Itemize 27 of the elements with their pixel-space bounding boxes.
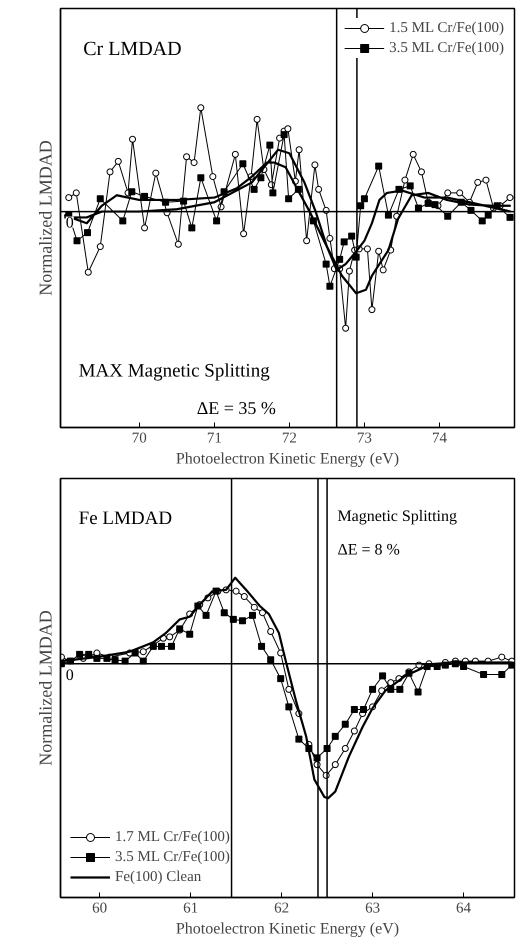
x-tick-label: 60 bbox=[92, 900, 108, 916]
annotation: 0 bbox=[66, 214, 74, 232]
y-axis-title: Normalized LMDAD bbox=[36, 610, 56, 766]
y-axis-title: Normalized LMDAD bbox=[36, 140, 56, 296]
x-tick-label: 73 bbox=[356, 430, 372, 446]
legend-label: Fe(100) Clean bbox=[115, 868, 202, 886]
x-tick-label: 72 bbox=[282, 430, 297, 446]
text: Cr LMDAD bbox=[83, 38, 182, 60]
annotation: 0 bbox=[66, 666, 74, 684]
x-tick-label: 71 bbox=[206, 430, 222, 446]
x-tick-label: 64 bbox=[456, 900, 472, 916]
text: Fe LMDAD bbox=[78, 508, 172, 529]
x-tick-label: 62 bbox=[274, 900, 290, 916]
x-tick-label: 70 bbox=[132, 430, 147, 446]
x-tick-label: 74 bbox=[432, 430, 448, 446]
legend-label: 3.5 ML Cr/Fe(100) bbox=[389, 40, 504, 56]
x-axis-title: Photoelectron Kinetic Energy (eV) bbox=[176, 920, 400, 938]
text: ΔE = 35 % bbox=[196, 398, 276, 418]
x-tick-label: 63 bbox=[365, 900, 380, 916]
legend-label: 1.7 ML Cr/Fe(100) bbox=[115, 828, 230, 846]
text: ΔE = 8 % bbox=[337, 541, 400, 558]
text: Magnetic Splitting bbox=[337, 508, 457, 525]
x-tick-label: 61 bbox=[183, 900, 198, 916]
legend-label: 1.5 ML Cr/Fe(100) bbox=[389, 20, 504, 36]
legend-label: 3.5 ML Cr/Fe(100) bbox=[115, 848, 230, 866]
text: MAX Magnetic Splitting bbox=[78, 360, 270, 382]
x-axis-title: Photoelectron Kinetic Energy (eV) bbox=[176, 450, 400, 468]
